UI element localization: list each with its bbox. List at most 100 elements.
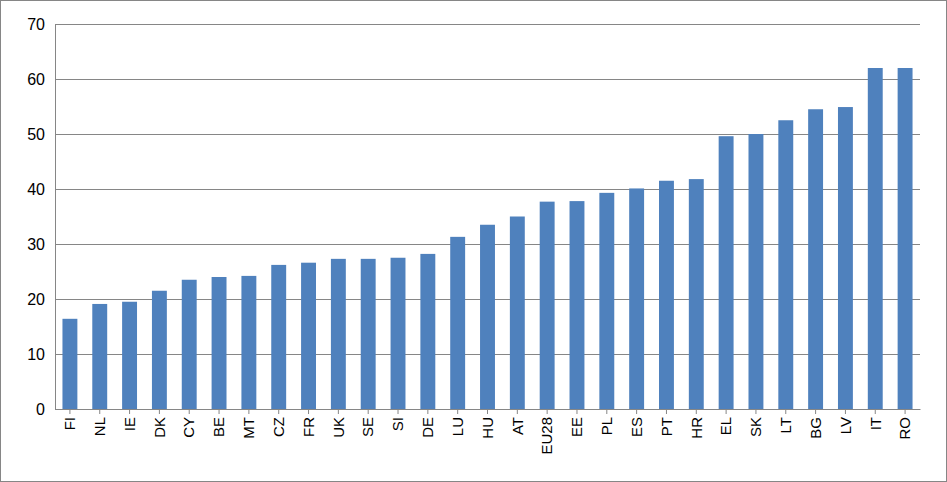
y-axis-line [55, 25, 56, 410]
x-tick-label: EU28 [538, 417, 555, 455]
y-tick: 30 [27, 236, 55, 253]
x-tick: HR [688, 409, 705, 439]
bars [62, 68, 912, 409]
x-tick: EL [717, 409, 734, 435]
y-tick-label: 60 [27, 71, 45, 88]
x-tick-mark [99, 409, 100, 414]
x-tick-label: PT [658, 417, 675, 436]
bar [391, 258, 406, 409]
x-tick: LU [449, 409, 466, 436]
bar [450, 237, 465, 409]
x-tick-mark [159, 409, 160, 414]
y-tick: 70 [27, 16, 55, 33]
bar [241, 276, 256, 409]
x-tick-label: FI [61, 417, 78, 430]
x-tick-mark [129, 409, 130, 414]
y-tick-label: 30 [27, 236, 45, 253]
x-tick-label: CY [180, 417, 197, 438]
x-tick-mark [219, 409, 220, 414]
bar [152, 291, 167, 409]
x-tick-label: LU [449, 417, 466, 436]
y-tick: 60 [27, 71, 55, 88]
bar [748, 134, 763, 409]
y-tick: 0 [36, 401, 55, 418]
x-tick-label: UK [330, 417, 347, 438]
x-tick: BE [210, 409, 227, 437]
y-tick: 10 [27, 346, 55, 363]
y-tick: 40 [27, 181, 55, 198]
bar [689, 179, 704, 409]
x-tick-label: SE [359, 417, 376, 437]
x-tick-label: LT [777, 417, 794, 433]
x-tick: IE [121, 409, 138, 431]
x-tick: LV [837, 409, 854, 434]
bar [629, 188, 644, 409]
chart-frame [1, 1, 947, 482]
bar [92, 304, 107, 409]
x-tick: DE [419, 409, 436, 438]
x-tick: CZ [270, 409, 287, 437]
x-tick-mark [398, 409, 399, 414]
bar [480, 225, 495, 409]
x-tick: SE [359, 409, 376, 437]
y-tick-label: 50 [27, 126, 45, 143]
x-tick-mark [487, 409, 488, 414]
x-tick-mark [69, 409, 70, 414]
x-tick-label: AT [509, 417, 526, 435]
x-tick: SK [747, 409, 764, 437]
bar [719, 136, 734, 409]
x-tick-mark [785, 409, 786, 414]
x-tick-label: CZ [270, 417, 287, 437]
bar [570, 201, 585, 409]
bar [838, 107, 853, 409]
x-tick: IT [867, 409, 884, 430]
x-tick-mark [905, 409, 906, 414]
bar [62, 319, 77, 409]
x-tick: RO [896, 409, 913, 440]
bar [540, 202, 555, 409]
y-tick-label: 40 [27, 181, 45, 198]
x-tick: LT [777, 409, 794, 433]
x-tick: SI [389, 409, 406, 431]
x-tick-mark [368, 409, 369, 414]
x-tick: HU [479, 409, 496, 439]
x-tick-mark [278, 409, 279, 414]
x-tick: NL [91, 409, 108, 436]
bar [331, 259, 346, 409]
x-tick-mark [726, 409, 727, 414]
x-tick-label: ES [628, 417, 645, 437]
x-tick-label: HR [688, 417, 705, 439]
x-axis: FINLIEDKCYBEMTCZFRUKSESIDELUHUATEU28EEPL… [56, 409, 921, 455]
bar [301, 263, 316, 409]
bar [361, 259, 376, 409]
x-tick-mark [547, 409, 548, 414]
x-tick-mark [308, 409, 309, 414]
plot: 0 10 20 30 40 50 60 70 FI NL IE DK CY BE MT CZ FR UK SE SI D… [27, 16, 920, 455]
x-tick-mark [755, 409, 756, 414]
y-tick-label: 0 [36, 401, 45, 418]
chart: 0 10 20 30 40 50 60 70 FI NL IE DK CY BE MT CZ FR UK SE SI D… [0, 0, 947, 482]
x-tick-mark [875, 409, 876, 414]
x-tick-label: NL [91, 417, 108, 436]
x-tick-label: IT [867, 417, 884, 430]
x-tick: EU28 [538, 409, 555, 455]
grid-line [55, 79, 920, 80]
x-tick: MT [240, 409, 257, 439]
bar [599, 193, 614, 409]
x-tick-mark [338, 409, 339, 414]
grid [55, 24, 920, 409]
x-tick-label: HU [479, 417, 496, 439]
x-tick-label: DK [151, 417, 168, 438]
x-tick-label: FR [300, 417, 317, 437]
bar [182, 280, 197, 409]
x-tick: DK [151, 409, 168, 438]
x-tick-mark [606, 409, 607, 414]
x-tick-mark [636, 409, 637, 414]
x-tick-mark [576, 409, 577, 414]
bar [808, 109, 823, 409]
x-tick: PL [598, 409, 615, 435]
bar [510, 217, 525, 410]
bar [898, 68, 913, 409]
bar [778, 120, 793, 409]
y-tick: 20 [27, 291, 55, 308]
